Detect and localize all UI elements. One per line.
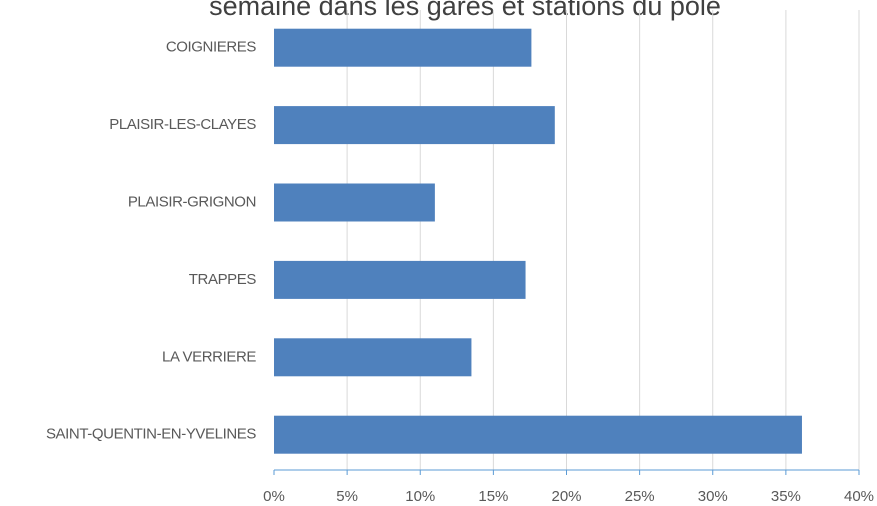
bar [274, 183, 435, 222]
bar [274, 260, 526, 299]
x-tick-label: 40% [844, 488, 874, 505]
bar [274, 106, 555, 145]
x-tick-label: 20% [551, 488, 581, 505]
x-tick-label: 30% [698, 488, 728, 505]
x-tick-label: 25% [625, 488, 655, 505]
y-tick-label: TRAPPES [189, 271, 257, 288]
y-tick-label: LA VERRIERE [162, 348, 256, 365]
y-tick-label: SAINT-QUENTIN-EN-YVELINES [46, 426, 256, 443]
x-tick-label: 5% [336, 488, 358, 505]
bar [274, 338, 472, 377]
y-tick-label: COIGNIERES [166, 39, 257, 56]
chart-title: semaine dans les gares et stations du pô… [209, 0, 721, 21]
x-tick-label: 0% [263, 488, 285, 505]
x-tick-label: 10% [405, 488, 435, 505]
x-tick-label: 15% [478, 488, 508, 505]
bar [274, 415, 802, 454]
bar [274, 28, 532, 67]
y-tick-label: PLAISIR-LES-CLAYES [109, 116, 256, 133]
x-tick-label: 35% [771, 488, 801, 505]
y-tick-label: PLAISIR-GRIGNON [128, 193, 256, 210]
